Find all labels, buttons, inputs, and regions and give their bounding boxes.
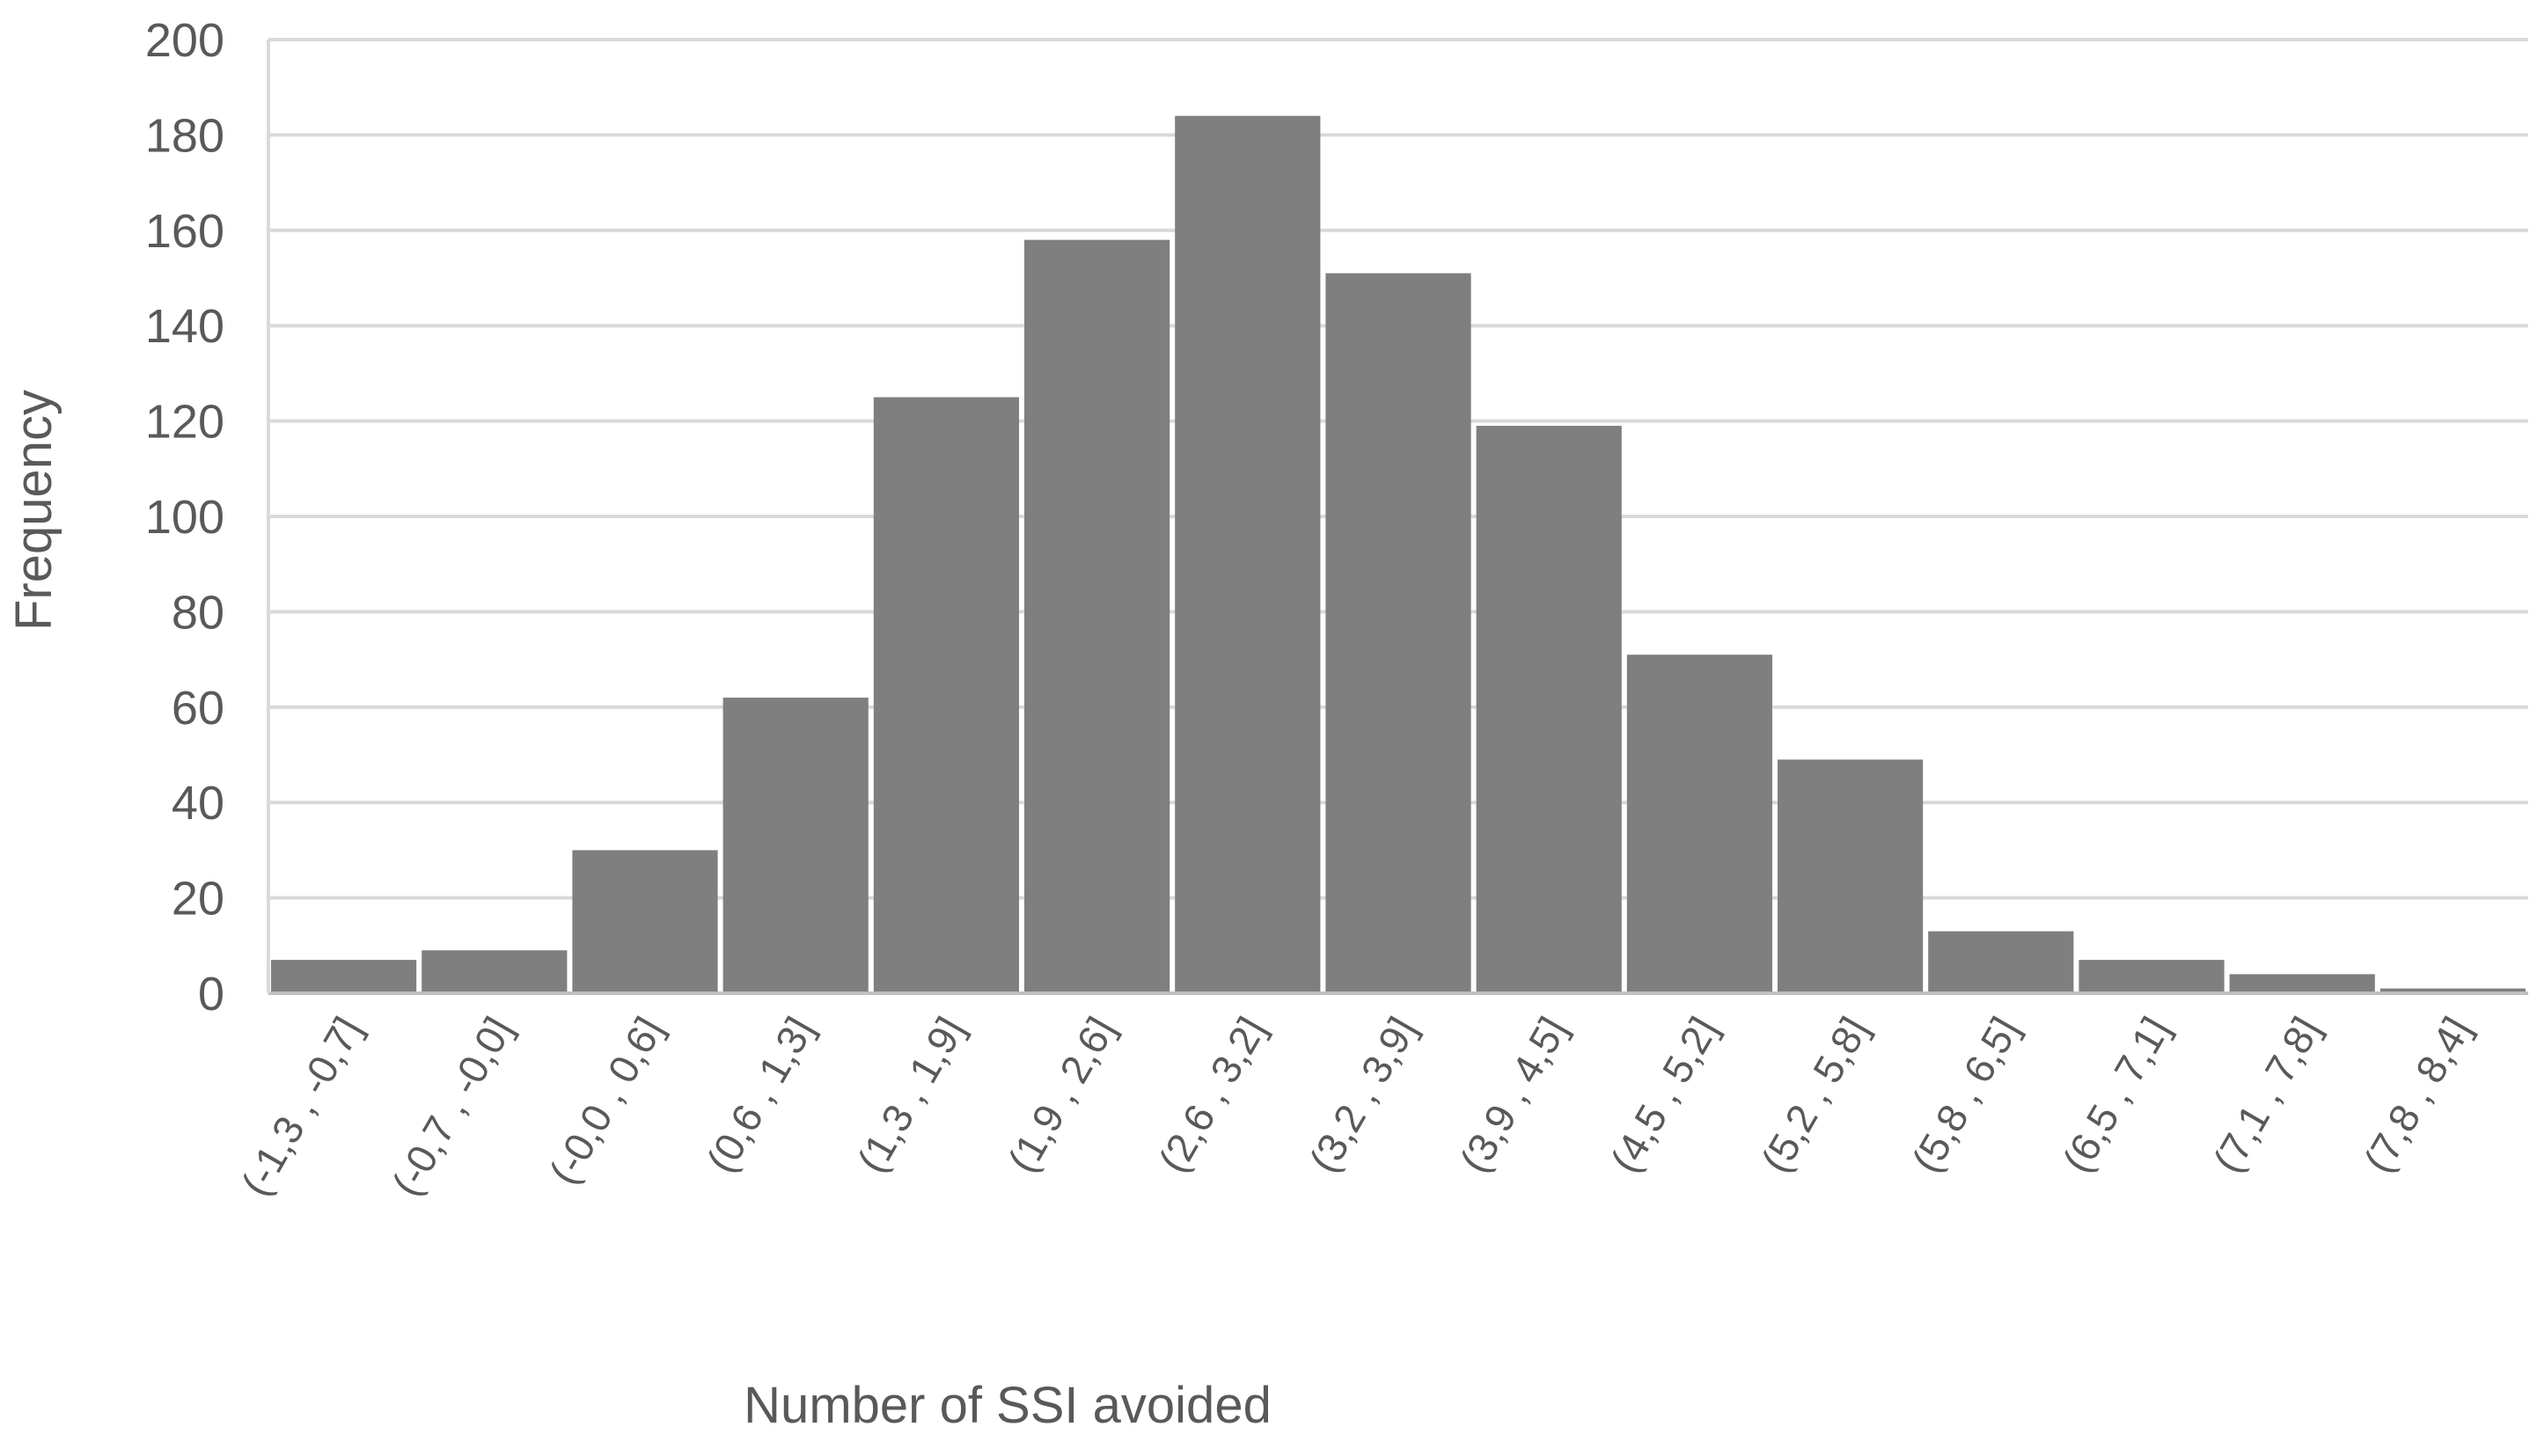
y-tick-label: 20: [172, 873, 224, 926]
y-tick-label: 160: [145, 205, 224, 258]
y-tick-label: 80: [172, 586, 224, 639]
histogram-bar: [2379, 988, 2526, 993]
y-tick-label: 120: [145, 396, 224, 449]
y-tick-label: 40: [172, 777, 224, 830]
axes: [267, 40, 2528, 995]
x-tick-label: (7,1 , 7,8]: [2204, 1009, 2329, 1180]
x-tick-label: (2,6 , 3,2]: [1149, 1009, 1274, 1180]
histogram-bar: [572, 850, 718, 993]
histogram-bar: [2079, 960, 2225, 993]
histogram-bar: [1024, 239, 1170, 993]
histogram-bar: [1476, 426, 1622, 993]
y-tick-label: 0: [198, 968, 224, 1021]
x-tick-label: (4,5 , 5,2]: [1602, 1009, 1727, 1180]
y-axis-title: Frequency: [5, 390, 62, 631]
histogram-bar: [422, 950, 568, 993]
histogram-bar: [873, 397, 1019, 993]
histogram-bar: [1778, 759, 1924, 993]
x-tick-labels: (-1,3 , -0,7] (-0,7 , -0,0] (-0,0 , 0,6] (0…: [232, 1009, 2480, 1204]
y-tick-label: 180: [145, 109, 224, 162]
histogram-bar: [271, 960, 417, 993]
x-tick-label: (5,8 , 6,5]: [1903, 1009, 2027, 1180]
x-tick-label: (-0,0 , 0,6]: [540, 1009, 672, 1192]
x-axis-title: Number of SSI avoided: [744, 1377, 1272, 1434]
histogram-bar: [2229, 974, 2375, 993]
x-tick-label: (-1,3 , -0,7]: [232, 1009, 371, 1204]
x-tick-label: (3,9 , 4,5]: [1451, 1009, 1576, 1180]
y-tick-labels: 0 20 40 60 80 100 120 140 160 180 200: [145, 14, 224, 1021]
y-tick-label: 60: [172, 682, 224, 735]
histogram-bar: [722, 697, 869, 993]
histogram-bar: [1175, 115, 1321, 994]
x-tick-label: (7,8 , 8,4]: [2355, 1009, 2480, 1180]
x-tick-label: (-0,7 , -0,0]: [383, 1009, 522, 1204]
x-tick-label: (3,2 , 3,9]: [1300, 1009, 1425, 1180]
histogram-bar: [1325, 273, 1471, 994]
histogram-bar: [1928, 931, 2074, 993]
x-tick-label: (0,6 , 1,3]: [698, 1009, 823, 1180]
bars: [271, 115, 2526, 994]
x-tick-label: (1,3 , 1,9]: [848, 1009, 973, 1180]
histogram-bar: [1626, 655, 1772, 993]
x-tick-label: (1,9 , 2,6]: [999, 1009, 1124, 1180]
y-tick-label: 200: [145, 14, 224, 67]
y-tick-label: 140: [145, 300, 224, 353]
x-tick-label: (5,2 , 5,8]: [1752, 1009, 1877, 1180]
x-tick-label: (6,5 , 7,1]: [2053, 1009, 2178, 1180]
y-tick-label: 100: [145, 491, 224, 544]
